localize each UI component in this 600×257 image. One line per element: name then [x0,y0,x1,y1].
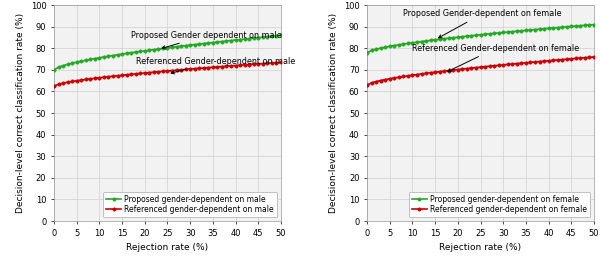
Text: Proposed Gender-dependent on female: Proposed Gender-dependent on female [403,9,562,38]
Referenced gender-dependent on male [50,85,58,88]
Referenced gender-dependent on male [123,73,130,76]
Referenced gender-dependent on female [436,70,443,73]
Referenced gender-dependent on male [200,66,208,69]
Y-axis label: Decision-level correct classification rate (%): Decision-level correct classification ra… [329,13,338,213]
Proposed gender-dependent on male [123,52,130,55]
Proposed gender-dependent on female [513,30,520,33]
Proposed gender-dependent on female [436,38,443,41]
Referenced gender-dependent on female [413,73,421,76]
Proposed gender-dependent on female [431,38,439,41]
Proposed gender-dependent on male [50,68,58,71]
Proposed gender-dependent on female [413,41,421,44]
Proposed gender-dependent on female [586,23,593,26]
Referenced gender-dependent on male [273,61,280,64]
Line: Referenced gender-dependent on female: Referenced gender-dependent on female [365,55,596,87]
Referenced gender-dependent on male [118,74,125,77]
Line: Referenced gender-dependent on male: Referenced gender-dependent on male [52,61,283,88]
Line: Proposed gender-dependent on male: Proposed gender-dependent on male [52,34,283,72]
Proposed gender-dependent on male [100,56,107,59]
X-axis label: Rejection rate (%): Rejection rate (%) [127,243,209,252]
Referenced gender-dependent on male [277,61,284,64]
Text: Proposed Gender dependent on male: Proposed Gender dependent on male [131,31,282,49]
Referenced gender-dependent on female [431,71,439,74]
Legend: Proposed gender-dependent on male, Referenced gender-dependent on male: Proposed gender-dependent on male, Refer… [103,191,277,217]
Referenced gender-dependent on female [586,56,593,59]
Referenced gender-dependent on male [214,65,221,68]
Proposed gender-dependent on female [364,51,371,54]
Y-axis label: Decision-level correct classification rate (%): Decision-level correct classification ra… [16,13,25,213]
X-axis label: Rejection rate (%): Rejection rate (%) [439,243,521,252]
Text: Referenced Gender-dependent on female: Referenced Gender-dependent on female [412,44,580,71]
Referenced gender-dependent on male [100,76,107,79]
Proposed gender-dependent on male [273,34,280,37]
Line: Proposed gender-dependent on female: Proposed gender-dependent on female [365,23,596,54]
Proposed gender-dependent on female [590,23,598,26]
Proposed gender-dependent on male [214,40,221,43]
Proposed gender-dependent on male [118,53,125,56]
Proposed gender-dependent on female [527,29,534,32]
Referenced gender-dependent on female [527,61,534,64]
Referenced gender-dependent on female [364,84,371,87]
Proposed gender-dependent on male [200,42,208,45]
Proposed gender-dependent on male [277,34,284,37]
Legend: Proposed gender-dependent on female, Referenced gender-dependent on female: Proposed gender-dependent on female, Ref… [409,191,590,217]
Referenced gender-dependent on female [590,56,598,59]
Referenced gender-dependent on female [513,62,520,65]
Text: Referenced Gender-dependent on male: Referenced Gender-dependent on male [136,57,295,74]
